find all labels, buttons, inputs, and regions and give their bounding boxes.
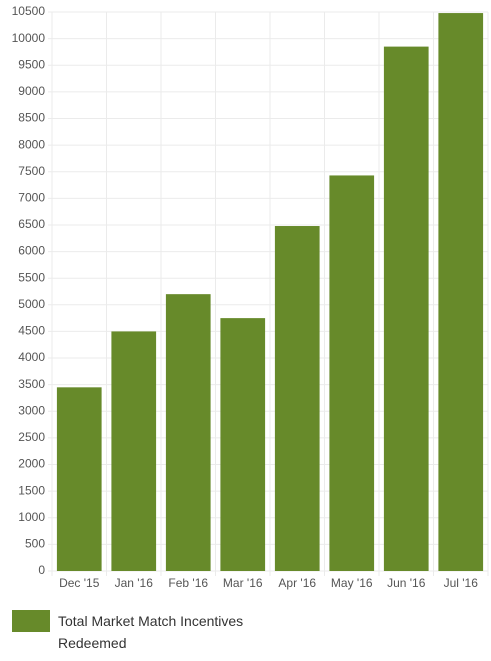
y-tick-label: 8000: [18, 137, 45, 151]
y-tick-label: 7500: [18, 164, 45, 178]
legend-label: Total Market Match Incentives Redeemed: [58, 613, 244, 651]
x-tick-label: May '16: [331, 576, 373, 590]
y-tick-label: 6000: [18, 244, 45, 258]
y-tick-label: 9000: [18, 84, 45, 98]
x-tick-label: Feb '16: [168, 576, 208, 590]
bar: [329, 175, 375, 571]
bar: [111, 331, 157, 571]
y-tick-label: 2000: [18, 457, 45, 471]
y-tick-label: 7000: [18, 191, 45, 205]
x-tick-label: Jun '16: [387, 576, 426, 590]
y-tick-label: 10500: [12, 4, 46, 18]
legend: Total Market Match Incentives Redeemed: [12, 610, 258, 654]
y-tick-label: 1500: [18, 483, 45, 497]
x-tick-label: Jul '16: [444, 576, 479, 590]
chart: 0 500 1000 1500 2000 2500 3000 3500 4000 4500 5000…: [12, 4, 489, 590]
y-tick-label: 10000: [12, 31, 46, 45]
y-tick-label: 3000: [18, 403, 45, 417]
y-tick-label: 4500: [18, 324, 45, 338]
y-tick-label: 0: [38, 563, 45, 577]
legend-swatch: [12, 610, 50, 632]
y-tick-label: 8500: [18, 111, 45, 125]
x-tick-label: Jan '16: [115, 576, 154, 590]
bar: [220, 318, 266, 571]
bar: [56, 387, 102, 571]
y-tick-label: 2500: [18, 430, 45, 444]
y-tick-label: 5000: [18, 297, 45, 311]
y-tick-label: 4000: [18, 350, 45, 364]
x-tick-label: Apr '16: [278, 576, 316, 590]
y-tick-label: 6500: [18, 217, 45, 231]
y-tick-label: 9500: [18, 57, 45, 71]
x-tick-label: Dec '15: [59, 576, 100, 590]
bar: [383, 46, 429, 572]
y-tick-label: 500: [25, 537, 45, 551]
bar: [438, 13, 484, 572]
y-tick-label: 3500: [18, 377, 45, 391]
y-tick-label: 5500: [18, 270, 45, 284]
x-tick-label: Mar '16: [223, 576, 263, 590]
bar: [274, 226, 320, 571]
y-tick-label: 1000: [18, 510, 45, 524]
bar: [165, 294, 211, 571]
